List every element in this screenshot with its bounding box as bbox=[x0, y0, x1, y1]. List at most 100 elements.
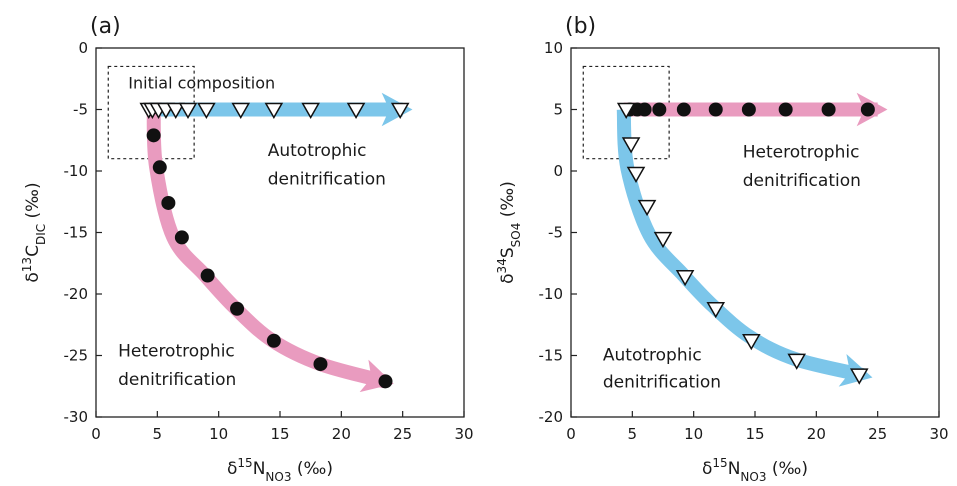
x-tick-label: 5 bbox=[153, 425, 163, 443]
data-point-circle bbox=[146, 128, 161, 143]
data-point-triangle bbox=[653, 231, 673, 249]
x-tick-label: 15 bbox=[270, 425, 289, 443]
data-point-triangle bbox=[301, 102, 320, 120]
y-tick-label: -10 bbox=[64, 162, 89, 180]
x-axis-label-sup: 15 bbox=[712, 456, 727, 470]
heterotrophic-annotation-line: denitrification bbox=[118, 370, 236, 390]
x-tick-label: 15 bbox=[745, 425, 764, 443]
autotrophic-annotation-line: denitrification bbox=[268, 170, 386, 190]
y-tick-label: -25 bbox=[64, 347, 89, 365]
heterotrophic-annotation-line: Heterotrophic bbox=[743, 142, 860, 162]
data-point-circle bbox=[778, 102, 793, 117]
x-axis-label-unit: (‰) bbox=[766, 459, 807, 479]
data-point-triangle bbox=[742, 333, 761, 351]
y-tick-label: -15 bbox=[64, 224, 89, 242]
data-point-triangle bbox=[616, 102, 636, 120]
x-axis-label: δ15NNO3 (‰) bbox=[702, 456, 808, 484]
data-point-triangle bbox=[706, 302, 726, 319]
data-point-circle bbox=[637, 102, 652, 117]
panel-label: (a) bbox=[90, 14, 121, 39]
y-tick-label: 5 bbox=[553, 101, 563, 119]
data-point-triangle bbox=[849, 368, 869, 385]
autotrophic-annotation-line: Autotrophic bbox=[268, 141, 367, 161]
x-axis-label-sub: NO3 bbox=[740, 470, 766, 484]
data-point-triangle bbox=[231, 102, 251, 120]
data-point-circle bbox=[152, 160, 167, 175]
data-point-triangle bbox=[346, 102, 366, 120]
y-tick-label: -15 bbox=[539, 347, 564, 365]
x-tick-label: 5 bbox=[628, 425, 638, 443]
data-point-circle bbox=[378, 374, 393, 389]
data-point-circle bbox=[821, 102, 836, 117]
autotrophic-annotation-line: denitrification bbox=[603, 372, 721, 392]
y-tick-label: -5 bbox=[548, 224, 563, 242]
heterotrophic-annotation-line: denitrification bbox=[743, 171, 861, 191]
y-axis-label: δ13CDIC (‰) bbox=[20, 182, 48, 282]
data-point-circle bbox=[676, 102, 691, 117]
y-axis-label-sub: SO4 bbox=[509, 223, 523, 248]
data-point-circle bbox=[174, 230, 189, 245]
initial-composition-box bbox=[582, 65, 670, 160]
y-tick-label: -20 bbox=[539, 408, 564, 426]
data-point-triangle bbox=[637, 199, 657, 217]
x-tick-label: 25 bbox=[393, 425, 412, 443]
data-point-triangle bbox=[621, 137, 641, 154]
data-point-triangle bbox=[264, 102, 284, 120]
data-point-circle bbox=[741, 102, 756, 117]
heterotrophic-annotation-line: Heterotrophic bbox=[118, 342, 235, 362]
y-tick-label: -5 bbox=[73, 101, 88, 119]
x-axis-label-unit: (‰) bbox=[291, 459, 332, 479]
data-point-triangle bbox=[390, 102, 410, 120]
x-axis-label-sub: NO3 bbox=[265, 470, 291, 484]
data-point-triangle bbox=[626, 166, 646, 183]
x-tick-label: 20 bbox=[332, 425, 351, 443]
x-axis-label-base: N bbox=[253, 459, 266, 479]
data-point-circle bbox=[313, 357, 328, 372]
y-axis-label-sup: 13 bbox=[20, 257, 34, 272]
data-point-circle bbox=[200, 268, 215, 283]
x-tick-label: 20 bbox=[807, 425, 826, 443]
x-axis-label-main: δ bbox=[702, 459, 712, 479]
y-axis-label-unit: (‰) bbox=[23, 182, 43, 223]
y-tick-label: 0 bbox=[553, 162, 563, 180]
data-point-circle bbox=[266, 333, 281, 348]
x-axis-label-base: N bbox=[728, 459, 741, 479]
data-point-circle bbox=[860, 102, 875, 117]
y-axis-label-sub: DIC bbox=[34, 224, 48, 245]
y-tick-label: -10 bbox=[539, 285, 564, 303]
y-axis-label-main: δ bbox=[23, 272, 43, 282]
data-point-triangle bbox=[197, 102, 216, 120]
x-tick-label: 0 bbox=[566, 425, 576, 443]
y-tick-label: 10 bbox=[544, 39, 563, 57]
x-axis-label: δ15NNO3 (‰) bbox=[227, 456, 333, 484]
data-point-circle bbox=[652, 102, 667, 117]
y-axis-label-unit: (‰) bbox=[498, 181, 518, 222]
x-tick-label: 30 bbox=[929, 425, 948, 443]
initial-composition-label: Initial composition bbox=[128, 73, 275, 92]
panel-a: 0 5 10 15 20 25 300-5-10-15-20-25-30(a)δ15NNO3… bbox=[20, 14, 474, 484]
x-tick-label: 10 bbox=[209, 425, 228, 443]
y-tick-label: -20 bbox=[64, 285, 89, 303]
y-axis-label-base: C bbox=[23, 245, 43, 257]
y-axis-label-sup: 34 bbox=[495, 258, 509, 273]
x-axis-label-sup: 15 bbox=[237, 456, 252, 470]
autotrophic-annotation-line: Autotrophic bbox=[603, 345, 702, 365]
y-tick-label: 0 bbox=[78, 39, 88, 57]
panel-label: (b) bbox=[565, 14, 596, 39]
y-axis-label-base: S bbox=[498, 247, 518, 258]
x-tick-label: 10 bbox=[684, 425, 703, 443]
data-point-triangle bbox=[787, 353, 806, 370]
y-axis-label: δ34SSO4 (‰) bbox=[495, 181, 523, 284]
x-axis-label-main: δ bbox=[227, 459, 237, 479]
initial-composition-box bbox=[107, 65, 195, 160]
x-tick-label: 0 bbox=[91, 425, 101, 443]
data-point-triangle bbox=[166, 102, 186, 120]
data-point-circle bbox=[161, 195, 176, 210]
data-point-circle bbox=[708, 102, 723, 117]
data-point-triangle bbox=[675, 270, 695, 287]
x-tick-label: 25 bbox=[868, 425, 887, 443]
data-point-triangle bbox=[178, 102, 198, 120]
data-point-circle bbox=[230, 301, 245, 316]
